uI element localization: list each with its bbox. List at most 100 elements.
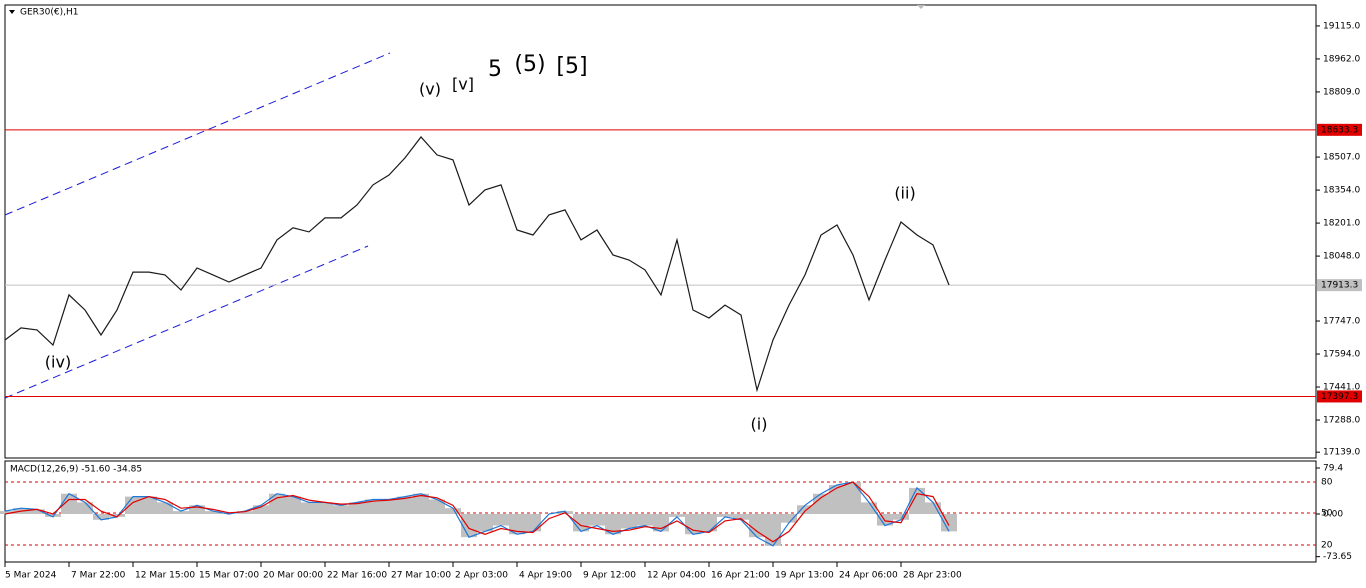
wave-label: (5): [514, 52, 545, 77]
price-label: 17397.3: [1321, 392, 1358, 402]
histogram-bar: [0, 511, 13, 514]
x-tick-label: 24 Apr 06:00: [839, 571, 898, 581]
x-tick-label: 15 Mar 07:00: [199, 571, 259, 581]
histogram-bar: [493, 513, 509, 526]
x-tick-label: 28 Apr 23:00: [903, 571, 962, 581]
histogram-bar: [461, 513, 477, 538]
histogram-bar: [669, 513, 685, 517]
level-label: 50: [1321, 509, 1333, 519]
histogram-bar: [397, 496, 413, 514]
histogram-bar: [93, 513, 109, 520]
y-tick-label: 18507.0: [1323, 153, 1360, 163]
price-pane: [4, 4, 1317, 459]
wave-label: (ii): [894, 184, 915, 203]
histogram-bar: [845, 482, 861, 514]
histogram-bar: [893, 513, 909, 520]
x-tick-label: 5 Mar 2024: [5, 571, 57, 581]
histogram-bar: [29, 509, 45, 514]
y-tick-label: 18962.0: [1323, 54, 1360, 64]
price-label: 18633.3: [1321, 125, 1358, 135]
histogram-bar: [509, 513, 525, 535]
channel-upper: [4, 52, 391, 216]
histogram-bar: [237, 511, 253, 514]
y-tick-label: 17288.0: [1323, 416, 1360, 426]
histogram-bar: [333, 505, 349, 514]
y-tick-label: 0.00: [1323, 509, 1343, 519]
wave-label: (iv): [45, 353, 71, 372]
histogram-bar: [173, 511, 189, 514]
wave-label: [5]: [556, 54, 587, 79]
histogram-bar: [909, 487, 925, 514]
price-label-box: [1317, 390, 1362, 403]
histogram-bar: [589, 513, 605, 526]
wave-label: 5: [488, 57, 502, 82]
histogram-bar: [77, 502, 93, 514]
y-tick-label: 19115.0: [1323, 21, 1360, 31]
histogram-bar: [429, 499, 445, 514]
histogram-bar: [141, 496, 157, 514]
x-tick-label: 16 Apr 21:00: [711, 571, 770, 581]
histogram-bar: [125, 496, 141, 514]
y-tick-label: 18809.0: [1323, 87, 1360, 97]
price-label: 17913.3: [1321, 281, 1358, 291]
chart-title: GER30(€),H1: [20, 8, 78, 18]
price-label-box: [1317, 123, 1362, 136]
histogram-bar: [269, 493, 285, 514]
histogram-bar: [285, 496, 301, 514]
x-tick-label: 7 Mar 22:00: [71, 571, 126, 581]
histogram-bar: [781, 513, 797, 523]
histogram-bar: [349, 502, 365, 514]
histogram-bar: [381, 499, 397, 514]
histogram-bar: [301, 502, 317, 514]
y-tick-label: 79.4: [1323, 464, 1343, 474]
x-tick-label: 4 Apr 19:00: [519, 571, 572, 581]
histogram-bar: [813, 493, 829, 514]
histogram-bar: [45, 513, 61, 517]
histogram-bar: [205, 511, 221, 514]
histogram-bar: [829, 485, 845, 514]
histogram-bar: [765, 513, 781, 546]
menu-arrow[interactable]: [9, 10, 15, 14]
histogram-bar: [317, 502, 333, 514]
histogram-bar: [477, 513, 493, 532]
histogram-bar: [637, 513, 653, 526]
histogram-bar: [413, 493, 429, 514]
x-tick-label: 19 Apr 13:00: [775, 571, 834, 581]
x-tick-label: 12 Apr 04:00: [647, 571, 706, 581]
histogram-bar: [861, 502, 877, 514]
histogram-bar: [525, 513, 541, 532]
y-tick-label: 17594.0: [1323, 350, 1360, 360]
wave-label: (v): [419, 80, 441, 99]
x-tick-label: 2 Apr 03:00: [455, 571, 508, 581]
histogram-bar: [877, 513, 893, 526]
wave-label: [v]: [452, 75, 474, 94]
scroll-marker: [917, 5, 925, 9]
y-tick-label: 17441.0: [1323, 383, 1360, 393]
y-tick-label: 17139.0: [1323, 448, 1360, 458]
histogram-bar: [749, 513, 765, 538]
x-tick-label: 9 Apr 12:00: [583, 571, 636, 581]
x-tick-label: 22 Mar 16:00: [327, 571, 387, 581]
macd-line: [4, 481, 950, 547]
x-tick-label: 20 Mar 00:00: [263, 571, 323, 581]
x-tick-label: 27 Mar 10:00: [391, 571, 451, 581]
histogram-bar: [157, 502, 173, 514]
x-tick-label: 12 Mar 15:00: [135, 571, 195, 581]
price-label-box: [1317, 279, 1362, 292]
level-label: 80: [1321, 478, 1333, 488]
histogram-bar: [189, 505, 205, 514]
histogram-bar: [733, 513, 749, 520]
level-label: 20: [1321, 541, 1333, 551]
y-tick-label: 17747.0: [1323, 317, 1360, 327]
histogram-bar: [365, 499, 381, 514]
histogram-bar: [445, 508, 461, 514]
histogram-bar: [925, 502, 941, 514]
signal-line: [4, 481, 950, 543]
wave-label: (i): [751, 415, 768, 434]
y-tick-label: 18354.0: [1323, 186, 1360, 196]
histogram-bar: [717, 513, 733, 517]
y-tick-label: 18201.0: [1323, 219, 1360, 229]
histogram-bar: [109, 513, 125, 517]
channel-lower: [4, 245, 369, 399]
